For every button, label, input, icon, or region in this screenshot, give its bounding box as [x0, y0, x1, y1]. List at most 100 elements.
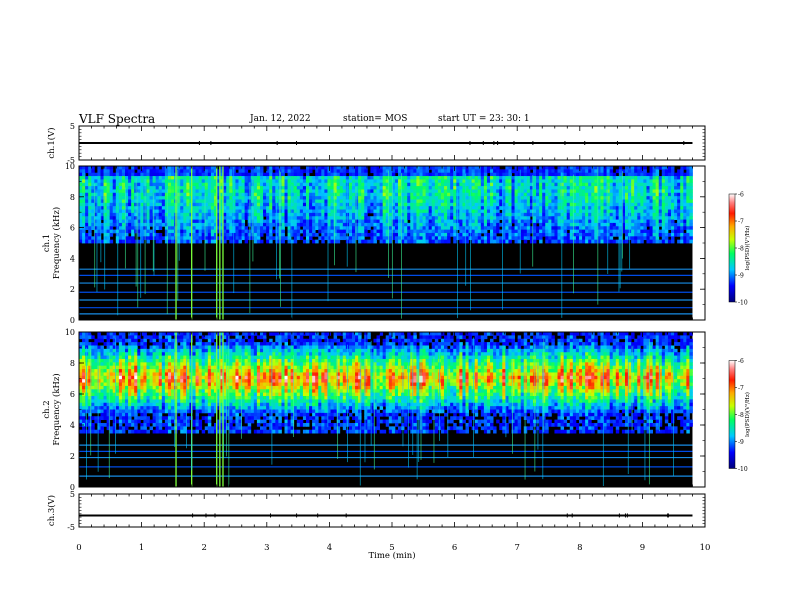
spectro-cell: [548, 179, 552, 184]
spectro-cell: [79, 192, 83, 197]
spectro-cell: [493, 169, 497, 174]
spectro-cell: [453, 229, 457, 234]
spectro-cell: [379, 239, 384, 244]
spectro-cell: [210, 209, 215, 214]
spectro-cell: [302, 229, 307, 234]
spectro-cell: [327, 176, 331, 180]
spectro-cell: [600, 166, 604, 170]
spectro-cell: [382, 236, 387, 241]
spectro-cell: [342, 169, 347, 174]
spectro-cell: [103, 202, 108, 207]
spectro-cell: [379, 186, 384, 190]
spectro-cell: [164, 199, 169, 204]
spectro-cell: [373, 166, 377, 170]
spectro-cell: [94, 392, 98, 397]
spectro-cell: [361, 199, 365, 204]
spectro-cell: [514, 236, 519, 241]
spectro-cell: [238, 179, 242, 184]
spectro-cell: [164, 209, 169, 214]
spectro-cell: [94, 212, 98, 217]
spectro-cell: [545, 189, 549, 194]
spectro-cell: [223, 186, 227, 190]
spectro-cell: [658, 189, 663, 194]
spectro-cell: [514, 202, 519, 207]
spectro-cell: [109, 219, 114, 224]
spectro-cell: [615, 192, 620, 197]
spectro-cell: [434, 169, 439, 174]
spectro-cell: [431, 202, 436, 207]
spectro-cell: [82, 192, 86, 197]
spectro-cell: [158, 179, 163, 184]
spectro-cell: [192, 222, 196, 227]
spectro-cell: [324, 182, 328, 187]
spectro-cell: [235, 216, 239, 220]
spectro-cell: [578, 216, 583, 220]
spectro-cell: [634, 212, 638, 217]
spectro-cell: [419, 212, 423, 217]
spectro-cell: [401, 182, 405, 187]
spectro-cell: [447, 209, 451, 214]
spectro-cell: [183, 186, 187, 190]
spectro-cell: [542, 169, 546, 174]
spectro-cell: [131, 176, 135, 180]
spectro-cell: [82, 176, 86, 180]
spectro-cell: [646, 222, 650, 227]
spectro-cell: [594, 202, 598, 207]
spectro-cell: [563, 232, 568, 237]
spectro-cell: [284, 209, 288, 214]
spectro-cell: [125, 239, 129, 244]
spectro-cell: [85, 332, 89, 336]
spectro-cell: [575, 182, 580, 187]
spectro-cell: [591, 219, 595, 224]
spectro-cell: [631, 196, 635, 200]
spectro-cell: [204, 209, 209, 214]
spectro-cell: [425, 176, 430, 180]
spectro-cell: [391, 196, 396, 200]
spectro-cell: [171, 219, 175, 224]
spectro-cell: [299, 229, 304, 234]
spectro-cell: [88, 222, 92, 227]
spectro-cell: [609, 219, 614, 224]
spectro-cell: [514, 182, 519, 187]
spectro-cell: [299, 172, 304, 177]
spectro-cell: [186, 222, 190, 227]
spectro-cell: [575, 166, 580, 170]
spectro-cell: [361, 232, 365, 237]
spectro-cell: [416, 166, 420, 170]
spectro-cell: [551, 202, 555, 207]
spectro-cell: [155, 172, 160, 177]
spectro-cell: [557, 189, 561, 194]
spectro-cell: [582, 226, 586, 231]
spectro-cell: [220, 239, 224, 244]
spectro-cell: [155, 192, 160, 197]
spectro-cell: [296, 199, 301, 204]
spectro-cell: [465, 222, 469, 227]
spectro-cell: [97, 229, 101, 234]
spectro-cell: [428, 179, 433, 184]
spectro-cell: [247, 192, 252, 197]
spectro-cell: [91, 416, 95, 421]
spectro-cell: [290, 169, 295, 174]
spectro-cell: [394, 179, 399, 184]
spectro-cell: [336, 202, 341, 207]
spectro-cell: [131, 182, 135, 187]
spectro-cell: [281, 202, 285, 207]
spectro-cell: [575, 169, 580, 174]
spectro-cell: [520, 172, 525, 177]
spectro-cell: [425, 186, 430, 190]
spectro-cell: [253, 192, 258, 197]
spectro-cell: [520, 166, 525, 170]
spectro-cell: [103, 239, 108, 244]
spectro-cell: [118, 209, 123, 214]
spectro-cell: [394, 229, 399, 234]
spectro-cell: [263, 172, 267, 177]
spectro-cell: [213, 166, 218, 170]
spectro-cell: [437, 169, 442, 174]
spectro-cell: [456, 196, 460, 200]
spectro-cell: [640, 199, 644, 204]
spectro-cell: [618, 182, 623, 187]
spectro-cell: [594, 236, 598, 241]
spectro-cell: [100, 216, 104, 220]
spectro-cell: [299, 236, 304, 241]
spectro-cell: [244, 216, 249, 220]
